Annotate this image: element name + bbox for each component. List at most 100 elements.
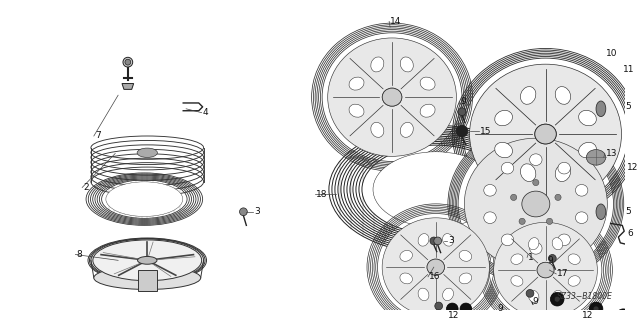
Circle shape (125, 59, 131, 65)
Circle shape (456, 125, 468, 137)
Ellipse shape (137, 148, 157, 157)
Ellipse shape (501, 234, 514, 246)
Ellipse shape (470, 64, 621, 204)
Ellipse shape (556, 164, 571, 182)
Ellipse shape (106, 182, 183, 217)
Circle shape (435, 302, 443, 310)
Text: 18: 18 (316, 190, 328, 199)
Ellipse shape (558, 162, 570, 174)
Ellipse shape (575, 184, 588, 196)
Text: 5: 5 (625, 207, 631, 216)
Circle shape (554, 296, 560, 302)
Ellipse shape (537, 262, 554, 278)
Circle shape (430, 237, 438, 245)
Circle shape (620, 313, 626, 319)
Text: 9: 9 (532, 297, 538, 306)
Bar (138, 270, 157, 292)
Ellipse shape (420, 77, 435, 90)
Ellipse shape (93, 240, 202, 281)
Ellipse shape (371, 122, 384, 137)
Ellipse shape (400, 57, 413, 72)
Polygon shape (122, 84, 134, 89)
Ellipse shape (94, 266, 201, 289)
Ellipse shape (511, 254, 523, 264)
Circle shape (458, 108, 466, 115)
Ellipse shape (91, 239, 204, 282)
Ellipse shape (495, 110, 513, 126)
Text: 3: 3 (449, 236, 454, 245)
Text: 9: 9 (460, 98, 466, 107)
Ellipse shape (575, 212, 588, 224)
Circle shape (555, 194, 561, 200)
Text: 17: 17 (557, 270, 569, 278)
Text: 12: 12 (627, 163, 639, 172)
Circle shape (589, 302, 603, 316)
Ellipse shape (495, 142, 513, 158)
Text: 11: 11 (623, 65, 635, 74)
Text: 14: 14 (390, 17, 401, 26)
Text: 9: 9 (497, 304, 502, 313)
Ellipse shape (579, 110, 596, 126)
Ellipse shape (484, 212, 496, 224)
Ellipse shape (529, 290, 539, 302)
Ellipse shape (535, 124, 556, 144)
Ellipse shape (501, 162, 514, 174)
Ellipse shape (535, 124, 556, 144)
Ellipse shape (400, 273, 412, 284)
Circle shape (434, 237, 442, 245)
Ellipse shape (459, 273, 472, 284)
Ellipse shape (530, 154, 542, 166)
Circle shape (511, 194, 516, 200)
Text: 16: 16 (429, 272, 440, 281)
Text: 4: 4 (203, 108, 208, 117)
Ellipse shape (382, 88, 402, 106)
Ellipse shape (328, 38, 456, 156)
Ellipse shape (552, 290, 563, 302)
Text: 5: 5 (625, 102, 631, 111)
Ellipse shape (349, 104, 364, 117)
Circle shape (616, 309, 630, 319)
Text: 1: 1 (528, 253, 534, 262)
Ellipse shape (530, 242, 542, 254)
Ellipse shape (418, 234, 429, 246)
Ellipse shape (568, 276, 580, 286)
Circle shape (593, 306, 599, 312)
Text: 2: 2 (83, 183, 89, 192)
Ellipse shape (349, 77, 364, 90)
Text: 9: 9 (547, 256, 553, 265)
Ellipse shape (371, 57, 384, 72)
Ellipse shape (427, 259, 445, 275)
Ellipse shape (418, 288, 429, 300)
Ellipse shape (558, 234, 570, 246)
Text: SZ33−B1800E: SZ33−B1800E (557, 292, 613, 301)
Ellipse shape (138, 256, 157, 264)
Ellipse shape (586, 150, 606, 165)
Ellipse shape (522, 191, 550, 217)
Circle shape (548, 255, 556, 262)
Ellipse shape (382, 218, 490, 316)
Circle shape (526, 289, 534, 297)
Ellipse shape (465, 138, 607, 270)
Text: 10: 10 (606, 49, 617, 58)
Ellipse shape (579, 142, 596, 158)
Ellipse shape (529, 238, 539, 250)
Text: 15: 15 (479, 127, 491, 136)
Text: 12: 12 (582, 311, 594, 319)
Ellipse shape (596, 101, 606, 116)
Ellipse shape (443, 288, 454, 300)
Circle shape (123, 57, 132, 67)
Circle shape (550, 293, 564, 306)
Ellipse shape (552, 238, 563, 250)
Ellipse shape (596, 204, 606, 219)
Ellipse shape (400, 250, 412, 261)
Ellipse shape (382, 88, 402, 106)
Text: 12: 12 (449, 311, 460, 319)
Text: 13: 13 (606, 149, 617, 158)
Circle shape (532, 180, 539, 186)
Text: 7: 7 (95, 131, 100, 140)
Ellipse shape (511, 276, 523, 286)
Ellipse shape (484, 184, 496, 196)
Circle shape (239, 208, 247, 216)
Ellipse shape (520, 86, 536, 104)
Ellipse shape (459, 250, 472, 261)
